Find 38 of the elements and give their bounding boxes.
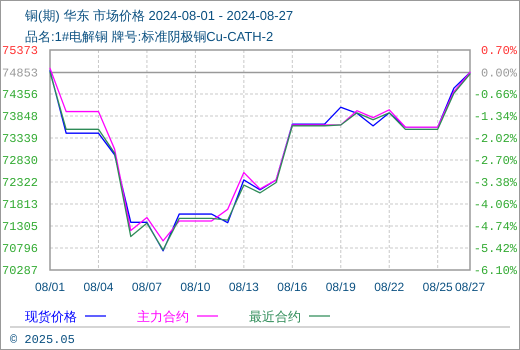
chart-subtitle: 品名:1#电解铜 牌号:标准阴极铜Cu-CATH-2: [25, 29, 274, 44]
y2-tick-label: -0.66%: [474, 88, 518, 102]
x-tick-label: 08/04: [83, 280, 114, 294]
y2-tick-label: 0.70%: [480, 44, 518, 58]
y2-tick-label: -5.42%: [474, 242, 518, 256]
y-tick-label: 72322: [2, 176, 38, 190]
x-tick-label: 08/22: [374, 280, 405, 294]
y2-tick-label: -3.38%: [474, 176, 518, 190]
x-tick-label: 08/19: [326, 280, 356, 294]
y-tick-label: 71813: [2, 198, 38, 212]
y-tick-label: 73339: [2, 132, 38, 146]
chart-title: 铜(期) 华东 市场价格 2024-08-01 - 2024-08-27: [24, 8, 294, 23]
y2-tick-label: -4.74%: [474, 220, 518, 234]
y2-tick-label: -2.02%: [474, 132, 518, 146]
x-tick-label: 08/13: [228, 280, 260, 294]
legend-label: 主力合约: [137, 309, 189, 324]
text: © 2025.05: [10, 333, 75, 347]
y2-tick-label: -4.06%: [474, 198, 518, 212]
y-tick-label: 75373: [2, 44, 38, 58]
y-tick-label: 74356: [2, 88, 38, 102]
y-tick-label: 74853: [2, 66, 38, 80]
y-tick-label: 73848: [2, 110, 38, 124]
x-tick-label: 08/25: [422, 280, 454, 294]
x-tick-label: 08/01: [34, 280, 66, 294]
x-tick-label: 08/16: [277, 280, 308, 294]
y-tick-label: 70796: [2, 242, 38, 256]
legend-label: 最近合约: [249, 309, 301, 324]
x-tick-label: 08/10: [180, 280, 211, 294]
y2-tick-label: -2.70%: [474, 154, 518, 168]
x-tick-label: 08/07: [132, 280, 162, 294]
y2-tick-label: -1.34%: [474, 110, 518, 124]
y-tick-label: 71305: [2, 220, 38, 234]
y-tick-label: 70287: [2, 264, 38, 278]
x-tick-label: 08/27: [454, 280, 486, 294]
y2-tick-label: -6.10%: [474, 264, 518, 278]
y-tick-label: 72830: [2, 154, 38, 168]
legend-label: 现货价格: [25, 309, 77, 324]
y2-tick-label: 0.00%: [480, 66, 518, 81]
